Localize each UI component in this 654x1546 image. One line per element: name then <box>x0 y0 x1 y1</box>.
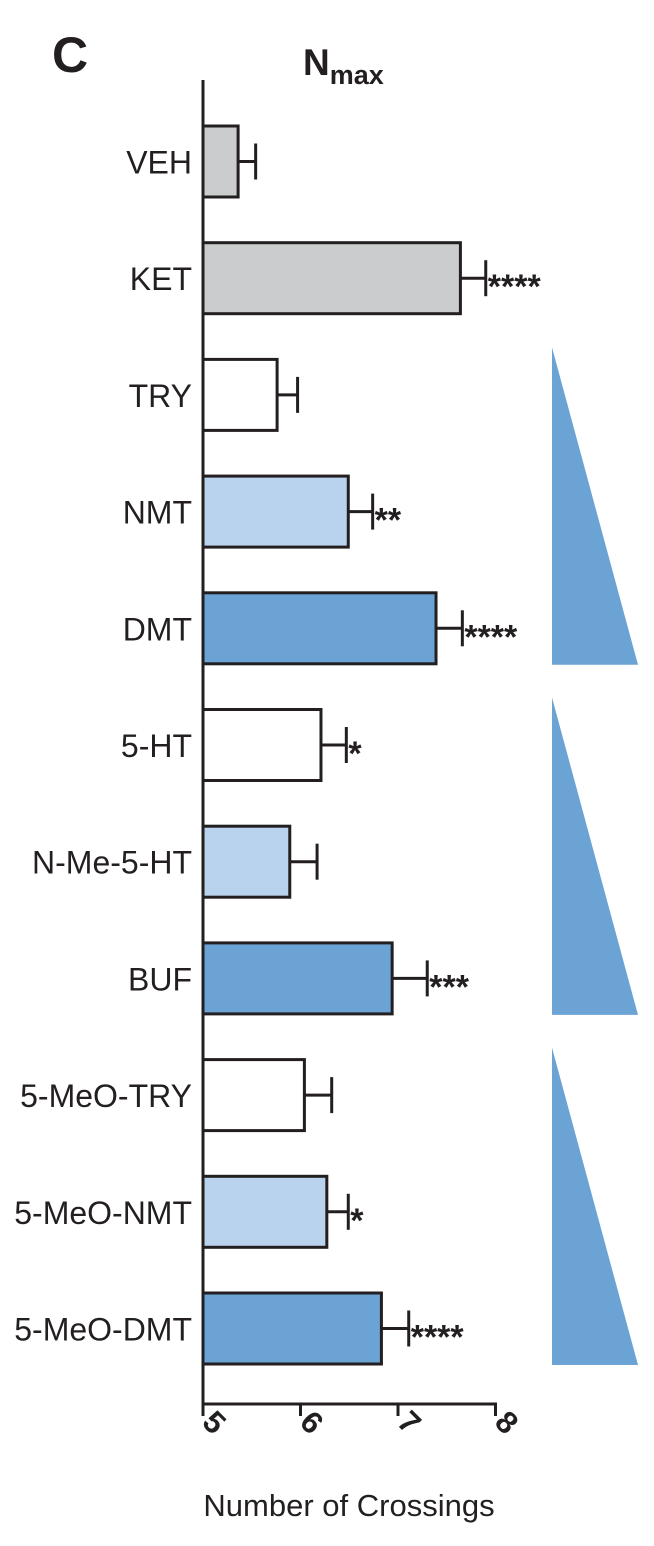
group-triangle-1 <box>552 347 638 665</box>
bar-5-meo-dmt <box>201 1291 383 1366</box>
category-label-5-ht: 5-HT <box>121 728 192 764</box>
category-label-buf: BUF <box>128 961 192 997</box>
category-label-ket: KET <box>130 261 192 297</box>
significance-ket: **** <box>488 268 542 306</box>
category-label-veh: VEH <box>126 145 192 181</box>
category-label-nmt: NMT <box>123 495 192 531</box>
category-label-5-meo-dmt: 5-MeO-DMT <box>14 1312 192 1348</box>
bar-try <box>201 357 279 432</box>
significance-dmt: **** <box>464 618 518 656</box>
x-tick-label-6: 6 <box>293 1404 330 1441</box>
group-triangles <box>552 347 638 1365</box>
x-tick-label-8: 8 <box>488 1404 525 1441</box>
category-label-5-meo-try: 5-MeO-TRY <box>20 1078 192 1114</box>
panel-label: C <box>52 27 88 83</box>
category-label-n-me-5-ht: N-Me-5-HT <box>32 845 192 881</box>
significance-nmt: ** <box>375 502 402 540</box>
x-tick-label-7: 7 <box>391 1404 428 1441</box>
group-triangle-3 <box>552 1047 638 1365</box>
chart-title-main: N <box>303 42 330 83</box>
bar-nmt <box>201 474 350 549</box>
bar-buf <box>201 941 394 1016</box>
bar-dmt <box>201 591 438 666</box>
bar-veh <box>201 124 240 199</box>
significance-5-meo-dmt: **** <box>411 1319 465 1357</box>
category-label-try: TRY <box>129 378 192 414</box>
bar-5-meo-nmt <box>201 1174 329 1249</box>
significance-buf: *** <box>429 968 469 1006</box>
bar-5-ht <box>201 708 323 782</box>
bar-n-me-5-ht <box>201 824 292 899</box>
x-tick-label-5: 5 <box>196 1404 233 1441</box>
x-axis-title: Number of Crossings <box>203 1488 494 1523</box>
category-label-dmt: DMT <box>123 611 192 647</box>
significance-5-meo-nmt: * <box>350 1202 364 1240</box>
group-triangle-2 <box>552 697 638 1015</box>
chart-title: Nmax <box>303 42 384 90</box>
category-label-5-meo-nmt: 5-MeO-NMT <box>14 1195 192 1231</box>
chart-title-subscript: max <box>330 60 384 90</box>
bar-5-meo-try <box>201 1058 306 1133</box>
significance-5-ht: * <box>348 735 362 773</box>
bar-ket <box>201 241 462 316</box>
